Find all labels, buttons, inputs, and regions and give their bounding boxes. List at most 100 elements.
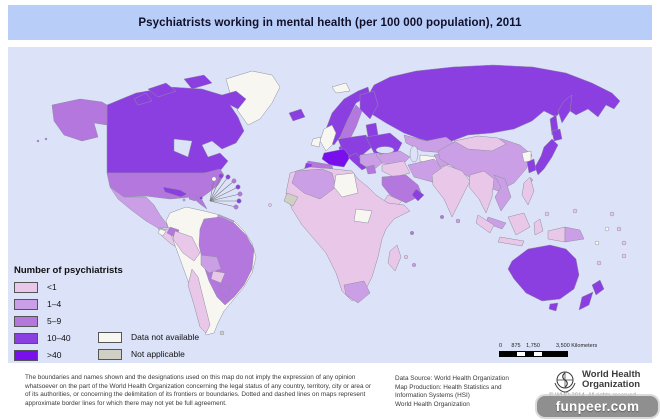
region-balkans <box>359 152 383 172</box>
region-australia <box>507 244 580 302</box>
region-cape-verde <box>268 203 272 207</box>
region-norway <box>325 86 371 146</box>
caspian-sea <box>409 145 419 163</box>
region-canadian-arctic-3 <box>133 92 153 106</box>
region-sulawesi <box>533 218 544 236</box>
legend-item-5-9: 5–9 <box>14 315 244 327</box>
region-indian-ocean-island-2 <box>409 230 415 236</box>
region-south-sudan <box>353 208 373 224</box>
map-panel: Number of psychiatrists <1 1–4 5–9 10–40… <box>8 47 652 363</box>
region-indian-ocean-island-4 <box>411 262 417 268</box>
legend-swatch-not-applicable <box>98 348 122 360</box>
region-bolivia <box>200 254 222 274</box>
region-vietnam <box>493 174 512 212</box>
region-mexico <box>109 186 169 229</box>
region-new-zealand-south <box>578 291 594 311</box>
region-myanmar-thailand <box>468 170 495 214</box>
hudson-bay <box>173 138 193 158</box>
black-sea <box>375 146 395 154</box>
data-source-line-2: Map Production: Health Statistics and <box>395 383 502 391</box>
region-paraguay <box>210 270 226 284</box>
region-papua-new-guinea <box>564 226 585 243</box>
boundary-disclaimer: The boundaries and names shown and the d… <box>25 374 371 407</box>
region-indian-ocean-island-1 <box>439 214 445 220</box>
legend-item-lt1: <1 <box>14 281 244 293</box>
region-philippines <box>521 176 535 206</box>
region-aleutians-2 <box>44 137 48 141</box>
region-sri-lanka <box>455 218 461 224</box>
region-caribbean-island-4 <box>231 178 237 184</box>
region-alaska <box>51 98 108 142</box>
world-choropleth-map <box>8 47 652 363</box>
region-pacific-island-6 <box>594 240 600 246</box>
data-source-line-4: World Health Organization <box>395 400 470 408</box>
region-caribbean-island-1 <box>211 176 217 182</box>
region-madagascar <box>387 244 402 272</box>
legend-item-gt40: >40 <box>14 349 244 361</box>
region-pacific-island-7 <box>621 240 627 246</box>
region-hispaniola <box>188 194 198 202</box>
region-aleutians-1 <box>36 139 40 143</box>
region-finland <box>359 90 379 120</box>
region-caribbean-island-3 <box>225 174 231 180</box>
who-logo-block: World Health Organization <box>552 367 640 393</box>
region-brazil <box>198 216 255 306</box>
legend-swatch-1-4 <box>14 298 38 310</box>
region-chile <box>187 268 211 334</box>
region-borneo <box>507 212 531 236</box>
map-title-bar: Psychiatrists working in mental health (… <box>8 5 652 40</box>
data-source-line-3: Information Systems (HSI) <box>395 392 470 400</box>
region-falkland-islands <box>219 330 225 336</box>
region-java <box>497 236 525 247</box>
watermark-badge: funpeer.com <box>537 396 658 417</box>
data-source-block: Data Source: World Health Organization M… <box>395 375 509 409</box>
scale-bar-labels: 0 875 1,750 3,500 Kilometers <box>499 343 609 350</box>
region-africa <box>285 166 411 302</box>
region-india <box>431 164 471 218</box>
scale-bar-segments <box>499 351 568 357</box>
caribbean-leader-lines <box>209 175 241 208</box>
region-libya <box>333 172 359 198</box>
legend-swatch-no-data <box>98 331 122 343</box>
region-iceland <box>288 108 306 122</box>
scale-tick-3500: 3,500 Kilometers <box>556 343 598 349</box>
region-france <box>321 148 351 168</box>
region-ireland <box>310 136 322 148</box>
region-mongolia <box>453 135 507 152</box>
region-pacific-island-1 <box>544 211 550 217</box>
region-belize <box>157 228 167 237</box>
legend-swatch-lt1 <box>14 281 38 293</box>
region-oman <box>411 188 425 202</box>
region-caribbean-island-8 <box>233 204 239 210</box>
region-algeria <box>291 168 337 200</box>
region-new-zealand-north <box>591 279 605 296</box>
region-hokkaido <box>551 128 563 142</box>
legend-item-10-40: 10–40 <box>14 332 244 344</box>
region-western-sahara <box>283 192 299 207</box>
region-pacific-island-4 <box>604 226 610 232</box>
who-logo-icon <box>554 371 576 393</box>
region-greece <box>365 164 377 175</box>
legend-item-1-4: 1–4 <box>14 298 244 310</box>
scale-tick-875: 875 <box>511 343 521 349</box>
region-caribbean-island-5 <box>235 184 241 190</box>
scale-bar: 0 875 1,750 3,500 Kilometers <box>499 343 609 357</box>
region-caribbean-island-7 <box>236 198 242 204</box>
region-canada <box>106 86 247 174</box>
region-caribbean-island-2 <box>218 173 224 179</box>
legend-title: Number of psychiatrists <box>14 265 123 276</box>
legend-swatch-10-40 <box>14 332 38 344</box>
region-sumatra <box>475 214 495 234</box>
scale-tick-1750: 1,750 <box>526 343 540 349</box>
region-canadian-arctic-1 <box>147 82 177 98</box>
legend-swatch-5-9 <box>14 315 38 327</box>
scale-tick-0: 0 <box>499 343 503 349</box>
region-baltics <box>365 122 379 138</box>
data-source-line-1: Data Source: World Health Organization <box>395 375 509 382</box>
region-jamaica <box>182 198 186 202</box>
region-pacific-island-9 <box>621 253 627 259</box>
region-indian-ocean-island-3 <box>403 254 409 260</box>
region-iraq-syria <box>381 160 411 178</box>
legend-item-no-data: Data not available <box>98 331 199 343</box>
region-puerto-rico <box>199 196 203 200</box>
